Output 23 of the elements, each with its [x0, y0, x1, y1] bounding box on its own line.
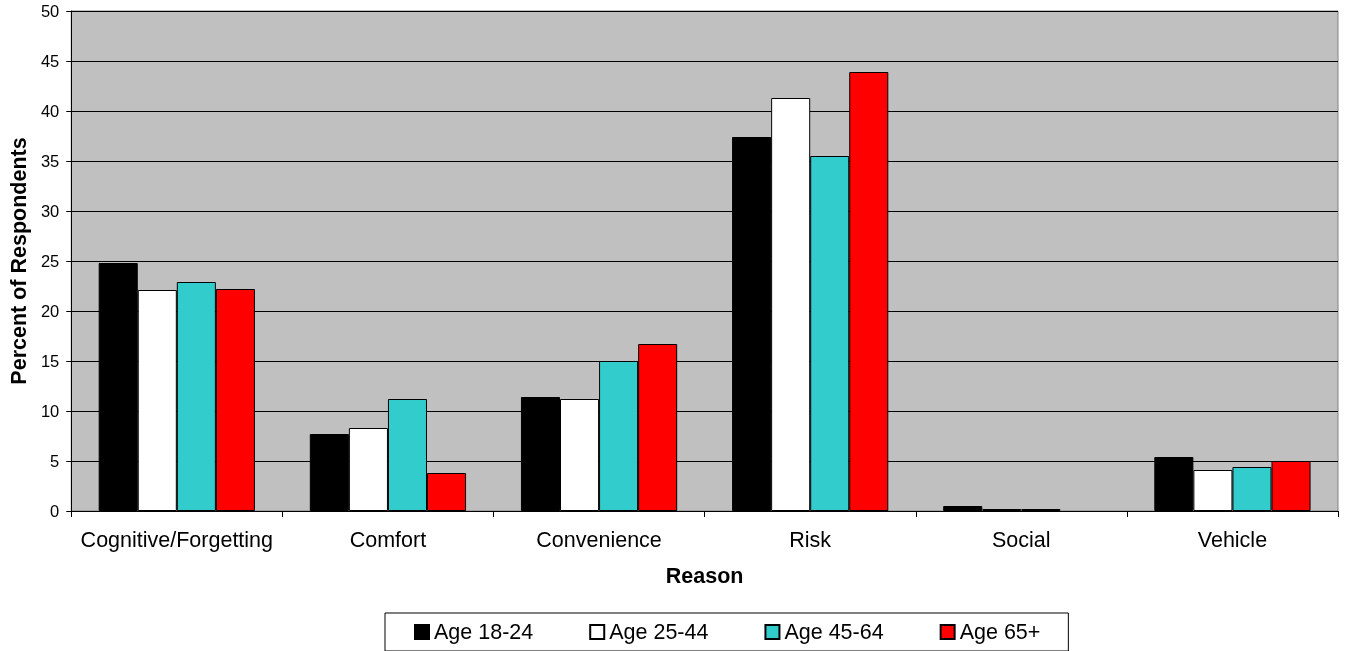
x-tick-label: Social	[992, 528, 1051, 552]
x-tick-label: Cognitive/Forgetting	[80, 528, 274, 552]
y-tick-label: 20	[40, 302, 60, 320]
x-axis-title: Reason	[665, 564, 744, 588]
y-tick-label: 50	[40, 2, 60, 20]
y-tick-label: 35	[40, 152, 60, 170]
y-tick-label: 30	[40, 202, 60, 220]
y-tick-label: 25	[40, 252, 60, 270]
legend-label: Age 25-44	[609, 620, 709, 644]
y-tick-label: 10	[40, 402, 60, 420]
x-tick-label: Vehicle	[1197, 528, 1268, 552]
y-tick-label: 45	[40, 52, 60, 70]
y-axis-title: Percent of Respondents	[7, 137, 31, 385]
x-tick-label: Comfort	[349, 528, 427, 552]
x-tick-label: Convenience	[536, 528, 662, 552]
y-tick-label: 5	[50, 452, 60, 470]
y-tick-label: 15	[40, 352, 60, 370]
legend-label: Age 65+	[959, 620, 1041, 644]
y-tick-label: 40	[40, 102, 60, 120]
y-tick-label: 0	[50, 502, 60, 520]
legend-label: Age 45-64	[784, 620, 884, 644]
x-tick-label: Risk	[789, 528, 832, 552]
legend-label: Age 18-24	[434, 620, 534, 644]
